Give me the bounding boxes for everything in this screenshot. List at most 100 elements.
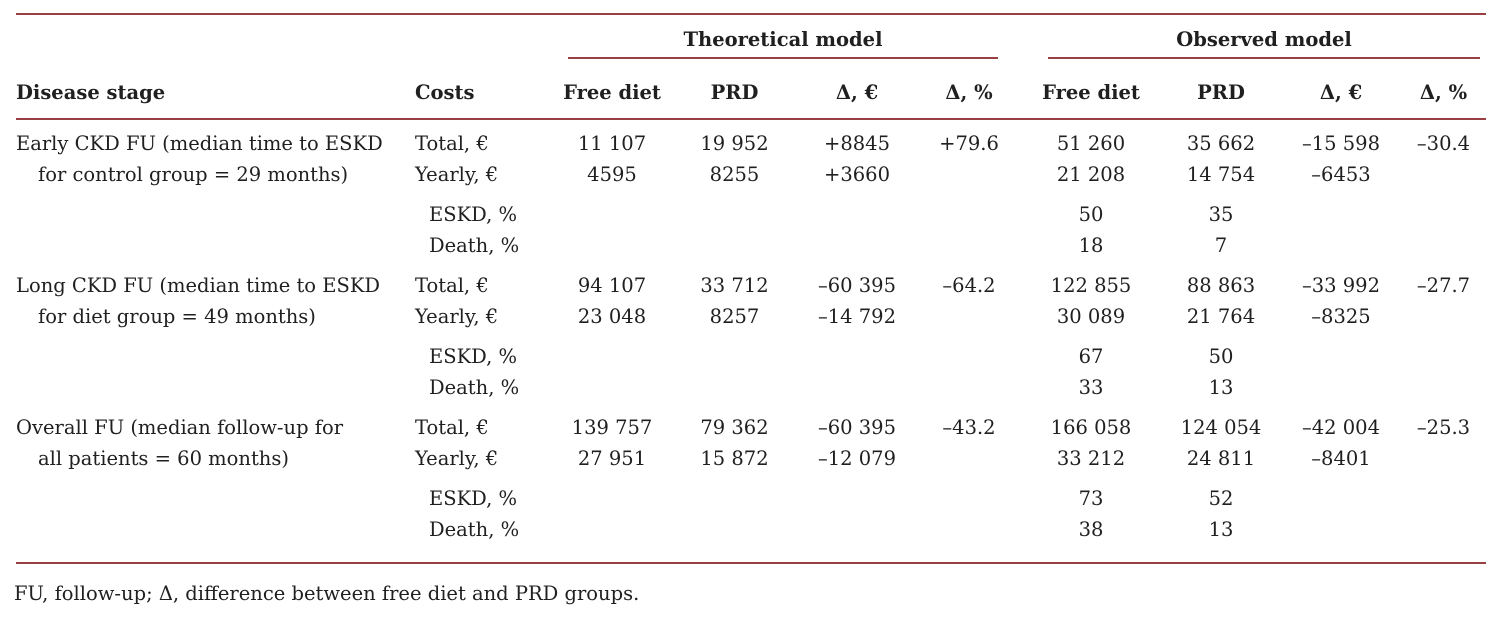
value-cell: –6453 (1311, 162, 1371, 186)
col-header-theoretical-delta-eur: Δ, € (797, 59, 917, 120)
table-row-early-eskd: ESKD, % 50 35 (16, 199, 1486, 230)
value-cell (1281, 341, 1401, 372)
table-row-overall-yearly: all patients = 60 months) Yearly, € 27 9… (16, 443, 1486, 474)
value-cell: 23 048 (577, 304, 647, 328)
col-header-theoretical-free-diet: Free diet (552, 59, 672, 120)
value-cell (1401, 483, 1486, 514)
col-header-theoretical-prd: PRD (672, 59, 797, 120)
cost-label-cell: Death, % (429, 517, 520, 541)
group-header-row: Theoretical model Observed model (16, 15, 1486, 59)
value-cell (917, 514, 1021, 545)
value-cell: 33 712 (700, 273, 769, 297)
group-header-observed: Observed model (1021, 15, 1486, 59)
value-cell (797, 230, 917, 261)
value-cell (917, 199, 1021, 230)
value-cell (917, 159, 1021, 190)
value-cell: 4595 (587, 162, 637, 186)
value-cell (672, 230, 797, 261)
cost-label-cell: ESKD, % (429, 202, 518, 226)
stage-cell (16, 199, 415, 230)
value-cell (917, 483, 1021, 514)
value-cell (672, 372, 797, 403)
cost-label-cell: Death, % (429, 375, 520, 399)
value-cell (917, 341, 1021, 372)
cost-label-cell: ESKD, % (429, 344, 518, 368)
spacer-row (16, 474, 1486, 483)
table-row-long-total: Long CKD FU (median time to ESKD Total, … (16, 270, 1486, 301)
value-cell: 13 (1208, 517, 1234, 541)
spacer-row (16, 332, 1486, 341)
table-row-early-total: Early CKD FU (median time to ESKD Total,… (16, 128, 1486, 159)
value-cell: 73 (1078, 486, 1104, 510)
value-cell (1401, 514, 1486, 545)
value-cell (797, 372, 917, 403)
value-cell (1401, 230, 1486, 261)
value-cell: 51 260 (1056, 131, 1126, 155)
value-cell: 30 089 (1056, 304, 1126, 328)
col-header-observed-delta-eur: Δ, € (1281, 59, 1401, 120)
value-cell: 18 (1078, 233, 1104, 257)
value-cell: –60 395 (818, 273, 896, 297)
stage-cell (16, 372, 415, 403)
table-row-overall-total: Overall FU (median follow-up for Total, … (16, 412, 1486, 443)
value-cell (1401, 372, 1486, 403)
value-cell: 33 212 (1056, 446, 1126, 470)
value-cell: –43.2 (942, 415, 996, 439)
spacer-row (16, 190, 1486, 199)
cost-label-cell: Total, € (415, 131, 489, 155)
cost-comparison-table: Theoretical model Observed model Disease… (16, 15, 1487, 545)
table-bottom-rule (16, 562, 1486, 564)
value-cell: 7 (1214, 233, 1228, 257)
value-cell: 50 (1078, 202, 1104, 226)
stage-cell: Early CKD FU (median time to ESKD (16, 131, 383, 155)
value-cell: 88 863 (1186, 273, 1256, 297)
value-cell (552, 230, 672, 261)
value-cell (1281, 483, 1401, 514)
stage-cell: for diet group = 49 months) (38, 304, 316, 328)
value-cell: 19 952 (700, 131, 769, 155)
col-header-observed-prd: PRD (1161, 59, 1281, 120)
cost-label-cell: Total, € (415, 273, 489, 297)
value-cell: 166 058 (1050, 415, 1132, 439)
col-header-theoretical-delta-pct: Δ, % (917, 59, 1021, 120)
col-header-observed-delta-pct: Δ, % (1401, 59, 1487, 120)
observed-model-label: Observed model (1048, 28, 1481, 59)
value-cell (1401, 301, 1486, 332)
stage-cell: Long CKD FU (median time to ESKD (16, 273, 381, 297)
value-cell (1401, 159, 1486, 190)
value-cell (1401, 341, 1486, 372)
spacer-row (16, 403, 1486, 412)
value-cell (552, 372, 672, 403)
cost-label-cell: Yearly, € (415, 304, 499, 328)
spacer-row (16, 119, 1486, 128)
table-row-early-death: Death, % 18 7 (16, 230, 1486, 261)
value-cell: –64.2 (942, 273, 996, 297)
value-cell: 15 872 (700, 446, 769, 470)
cost-label-cell: Yearly, € (415, 446, 499, 470)
value-cell: 33 (1078, 375, 1104, 399)
stage-cell (16, 483, 415, 514)
value-cell: 24 811 (1186, 446, 1256, 470)
value-cell: 50 (1208, 344, 1234, 368)
col-header-costs: Costs (415, 59, 552, 120)
value-cell: –14 792 (818, 304, 896, 328)
value-cell: 21 764 (1186, 304, 1256, 328)
table-row-overall-eskd: ESKD, % 73 52 (16, 483, 1486, 514)
value-cell: 94 107 (577, 273, 647, 297)
value-cell (1281, 372, 1401, 403)
value-cell (917, 443, 1021, 474)
value-cell (552, 341, 672, 372)
value-cell (672, 341, 797, 372)
group-header-spacer (16, 15, 552, 59)
column-header-row: Disease stage Costs Free diet PRD Δ, € Δ… (16, 59, 1487, 120)
table-row-long-eskd: ESKD, % 67 50 (16, 341, 1486, 372)
value-cell: +79.6 (939, 131, 999, 155)
value-cell: 27 951 (577, 446, 647, 470)
cost-label-cell: Total, € (415, 415, 489, 439)
stage-cell (16, 514, 415, 545)
value-cell: 11 107 (577, 131, 647, 155)
value-cell (917, 230, 1021, 261)
value-cell (1281, 514, 1401, 545)
value-cell (1401, 199, 1486, 230)
value-cell: 139 757 (571, 415, 653, 439)
